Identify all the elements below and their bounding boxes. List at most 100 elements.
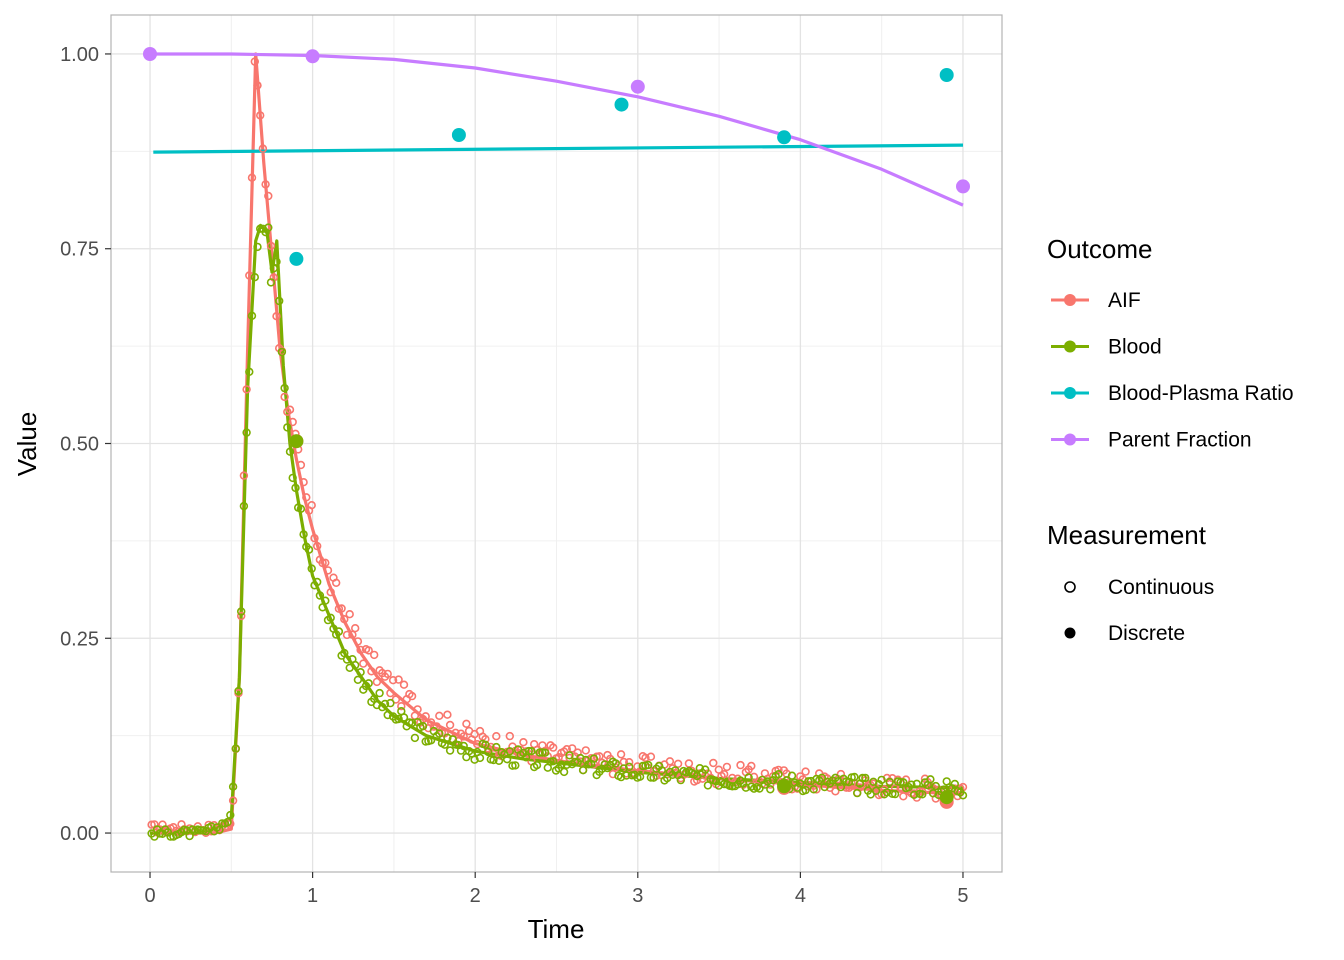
continuous-point-aif	[646, 752, 656, 761]
continuous-point-aif	[443, 710, 452, 719]
continuous-point-aif	[250, 57, 260, 66]
continuous-point-blood	[288, 473, 297, 483]
continuous-point-blood	[226, 810, 235, 820]
continuous-point-aif	[332, 578, 341, 587]
continuous-point-blood	[896, 777, 905, 787]
continuous-point-blood	[918, 790, 927, 799]
x-tick-label: 4	[795, 885, 806, 907]
continuous-point-blood	[619, 764, 628, 773]
continuous-point-aif	[684, 759, 694, 768]
continuous-point-blood	[313, 577, 322, 587]
continuous-point-blood	[505, 747, 514, 756]
continuous-point-blood	[239, 501, 249, 511]
continuous-point-blood	[535, 748, 544, 757]
continuous-point-blood	[307, 564, 316, 573]
continuous-point-blood	[426, 736, 436, 745]
x-tick-label: 5	[957, 885, 968, 907]
continuous-point-aif	[228, 796, 238, 805]
continuous-point-aif	[310, 533, 319, 543]
continuous-point-blood	[383, 710, 392, 720]
continuous-point-aif	[616, 750, 626, 759]
continuous-point-blood	[304, 545, 314, 554]
y-axis-ticks: 0.00 0.25 0.50 0.75 1.00	[60, 44, 111, 845]
continuous-point-blood	[578, 765, 588, 775]
continuous-point-aif	[673, 759, 683, 768]
continuous-point-blood	[909, 790, 919, 799]
plot-panel	[110, 14, 1003, 873]
y-tick-label: 0.00	[60, 823, 99, 845]
continuous-point-aif	[313, 541, 322, 551]
continuous-point-blood	[280, 383, 289, 393]
continuous-point-aif	[342, 630, 352, 640]
continuous-point-blood	[635, 772, 645, 781]
discrete-point-parent-fraction	[305, 49, 320, 64]
continuous-point-aif	[239, 471, 249, 480]
continuous-point-blood	[649, 773, 658, 782]
continuous-point-blood	[657, 766, 666, 775]
continuous-point-blood	[502, 754, 512, 764]
legend-key-open-circle	[1064, 581, 1076, 593]
continuous-point-blood	[958, 791, 968, 800]
continuous-point-blood	[850, 772, 859, 782]
continuous-point-blood	[885, 777, 894, 787]
continuous-point-blood	[247, 311, 257, 320]
continuous-point-aif	[435, 711, 444, 720]
continuous-point-blood	[245, 367, 254, 376]
legend-key-point	[1064, 387, 1076, 399]
continuous-point-blood	[755, 784, 764, 793]
continuous-point-blood	[559, 767, 569, 777]
legend-label-blood: Blood	[1108, 336, 1162, 359]
continuous-point-blood	[524, 746, 533, 756]
continuous-point-aif	[345, 609, 354, 619]
continuous-point-blood	[223, 817, 232, 827]
continuous-point-aif	[736, 760, 745, 770]
continuous-point-blood	[299, 530, 308, 539]
continuous-point-blood	[386, 698, 395, 708]
continuous-point-aif	[407, 691, 417, 701]
continuous-point-blood	[272, 257, 281, 266]
legend-label-blood-plasma-ratio: Blood-Plasma Ratio	[1108, 382, 1294, 405]
continuous-point-blood	[237, 607, 246, 616]
major-gridlines	[111, 15, 1002, 872]
continuous-point-blood	[315, 591, 325, 600]
continuous-point-aif	[451, 728, 460, 737]
discrete-point-blood-plasma-ratio	[289, 251, 304, 266]
continuous-point-blood	[475, 753, 485, 763]
continuous-point-blood	[861, 773, 870, 783]
discrete-point-blood-plasma-ratio	[777, 130, 792, 145]
continuous-point-aif	[665, 757, 675, 766]
continuous-point-aif	[296, 460, 306, 470]
continuous-point-blood	[291, 483, 300, 493]
continuous-point-aif	[581, 746, 590, 755]
continuous-point-aif	[299, 478, 308, 487]
continuous-point-blood	[882, 788, 892, 797]
y-tick-label: 0.50	[60, 434, 99, 456]
continuous-point-blood	[418, 721, 428, 731]
continuous-point-blood	[548, 756, 558, 766]
continuous-point-blood	[511, 761, 520, 770]
legend-outcome: Outcome AIF Blood Blood-Plasma Ratio Parent…	[1047, 234, 1294, 452]
continuous-point-blood	[890, 789, 900, 799]
y-tick-label: 0.25	[60, 628, 99, 650]
continuous-point-blood	[877, 775, 886, 785]
continuous-point-blood	[250, 273, 260, 282]
continuous-point-aif	[288, 417, 297, 427]
continuous-point-blood	[196, 826, 205, 835]
continuous-point-aif	[302, 493, 311, 502]
continuous-point-blood	[616, 772, 626, 782]
continuous-point-blood	[809, 785, 818, 794]
continuous-point-blood	[380, 699, 390, 709]
continuous-point-blood	[928, 789, 938, 798]
continuous-point-aif	[383, 669, 392, 679]
x-tick-label: 0	[144, 885, 155, 907]
continuous-point-blood	[589, 754, 599, 763]
continuous-point-blood	[326, 613, 335, 622]
continuous-point-blood	[353, 675, 363, 684]
continuous-point-aif	[709, 758, 718, 768]
y-axis-title: Value	[12, 412, 42, 477]
continuous-point-aif	[473, 739, 482, 749]
continuous-point-blood	[907, 780, 916, 789]
continuous-point-aif	[641, 753, 650, 762]
continuous-point-aif	[264, 191, 273, 201]
continuous-point-aif	[462, 719, 471, 728]
